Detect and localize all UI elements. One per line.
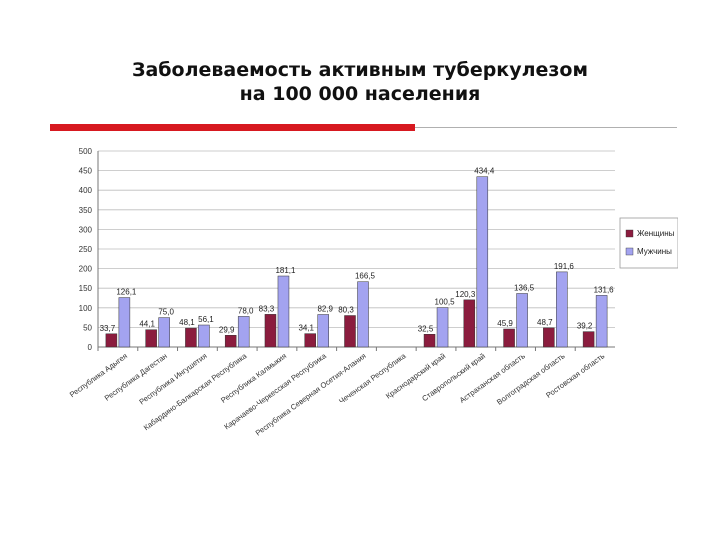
data-label-men-2: 56,1 xyxy=(198,315,214,324)
data-label-men-8: 100,5 xyxy=(435,298,456,307)
data-label-men-5: 82,9 xyxy=(317,305,333,314)
bar-men-2 xyxy=(198,324,210,348)
bar-men-10 xyxy=(516,293,528,348)
legend-swatch-women xyxy=(625,229,634,238)
bar-women-6 xyxy=(344,315,356,348)
data-label-women-5: 34,1 xyxy=(298,324,314,333)
y-tick-label-2: 100 xyxy=(79,304,93,313)
y-tick-label-1: 50 xyxy=(83,323,92,332)
legend-label-women: Женщины xyxy=(637,229,675,238)
data-label-women-8: 32,5 xyxy=(418,324,434,333)
y-tick-label-5: 250 xyxy=(79,245,93,254)
data-label-women-6: 80,3 xyxy=(338,306,354,315)
bar-women-8 xyxy=(423,334,436,348)
bar-men-11 xyxy=(556,271,568,348)
data-label-women-11: 48,7 xyxy=(537,318,553,327)
y-tick-label-0: 0 xyxy=(88,343,93,352)
data-label-women-2: 48,1 xyxy=(179,318,195,327)
y-tick-label-8: 400 xyxy=(79,186,93,195)
data-label-women-9: 120,3 xyxy=(455,290,476,299)
bar-men-6 xyxy=(357,281,369,348)
bar-women-2 xyxy=(185,327,197,348)
bar-men-9 xyxy=(476,176,489,348)
slide-title: Заболеваемость активным туберкулезом на … xyxy=(0,58,720,106)
legend-label-men: Мужчины xyxy=(637,247,672,256)
data-label-men-3: 78,0 xyxy=(238,306,254,315)
data-label-men-0: 126,1 xyxy=(116,288,137,297)
bar-men-3 xyxy=(237,316,250,348)
legend-swatch-men xyxy=(625,247,634,256)
data-label-women-1: 44,1 xyxy=(139,320,155,329)
chart-frame: 0 50 100 150 200 250 300 350 400 450 500 33,7 126,1 Р… xyxy=(48,136,679,534)
y-tick-label-9: 450 xyxy=(79,167,93,176)
accent-bar xyxy=(50,124,415,131)
data-label-women-12: 39,2 xyxy=(577,322,593,331)
data-label-men-12: 131,6 xyxy=(594,285,615,294)
bar-men-1 xyxy=(158,317,170,348)
slide-title-line-1: Заболеваемость активным туберкулезом xyxy=(131,59,589,81)
bar-chart: 0 50 100 150 200 250 300 350 400 450 500 33,7 126,1 Р… xyxy=(68,147,679,438)
legend-box xyxy=(619,217,679,269)
data-label-men-4: 181,1 xyxy=(275,266,296,275)
y-tick-label-4: 200 xyxy=(79,265,93,274)
bar-women-10 xyxy=(503,328,515,348)
bar-men-0 xyxy=(118,297,131,348)
data-label-women-3: 29,9 xyxy=(219,325,235,334)
bar-men-5 xyxy=(317,314,329,348)
y-tick-label-10: 500 xyxy=(79,147,93,156)
bar-men-4 xyxy=(277,275,290,348)
bar-women-9 xyxy=(463,299,476,348)
bar-women-4 xyxy=(264,314,277,348)
data-label-men-11: 191,6 xyxy=(554,262,575,271)
x-category-label-4: Республика Калмыкия xyxy=(219,351,288,405)
bar-women-1 xyxy=(145,329,157,348)
divider-line xyxy=(415,127,677,128)
y-tick-label-6: 300 xyxy=(79,225,93,234)
bar-women-5 xyxy=(304,333,316,348)
bar-women-3 xyxy=(224,335,237,348)
bar-men-8 xyxy=(436,307,449,348)
slide-title-line-2: на 100 000 населения xyxy=(239,83,481,105)
data-label-women-0: 33,7 xyxy=(100,324,116,333)
data-label-men-6: 166,5 xyxy=(355,272,376,281)
data-label-men-1: 75,0 xyxy=(158,308,174,317)
bar-women-11 xyxy=(543,327,555,348)
data-label-men-10: 136,5 xyxy=(514,283,535,292)
data-label-men-9: 434,4 xyxy=(474,167,495,176)
y-tick-label-3: 150 xyxy=(79,284,93,293)
bar-women-0 xyxy=(105,333,118,348)
x-category-label-2: Республика Ингушетия xyxy=(137,351,208,406)
data-label-women-10: 45,9 xyxy=(497,319,513,328)
bar-men-12 xyxy=(595,295,608,348)
x-category-label-11: Волгоградская область xyxy=(495,351,567,406)
x-category-label-7: Чеченская Республика xyxy=(337,351,408,406)
x-category-label-10: Астраханская область xyxy=(458,351,527,405)
data-label-women-4: 83,3 xyxy=(259,304,275,313)
bar-women-12 xyxy=(582,331,595,348)
y-tick-label-7: 350 xyxy=(79,206,93,215)
